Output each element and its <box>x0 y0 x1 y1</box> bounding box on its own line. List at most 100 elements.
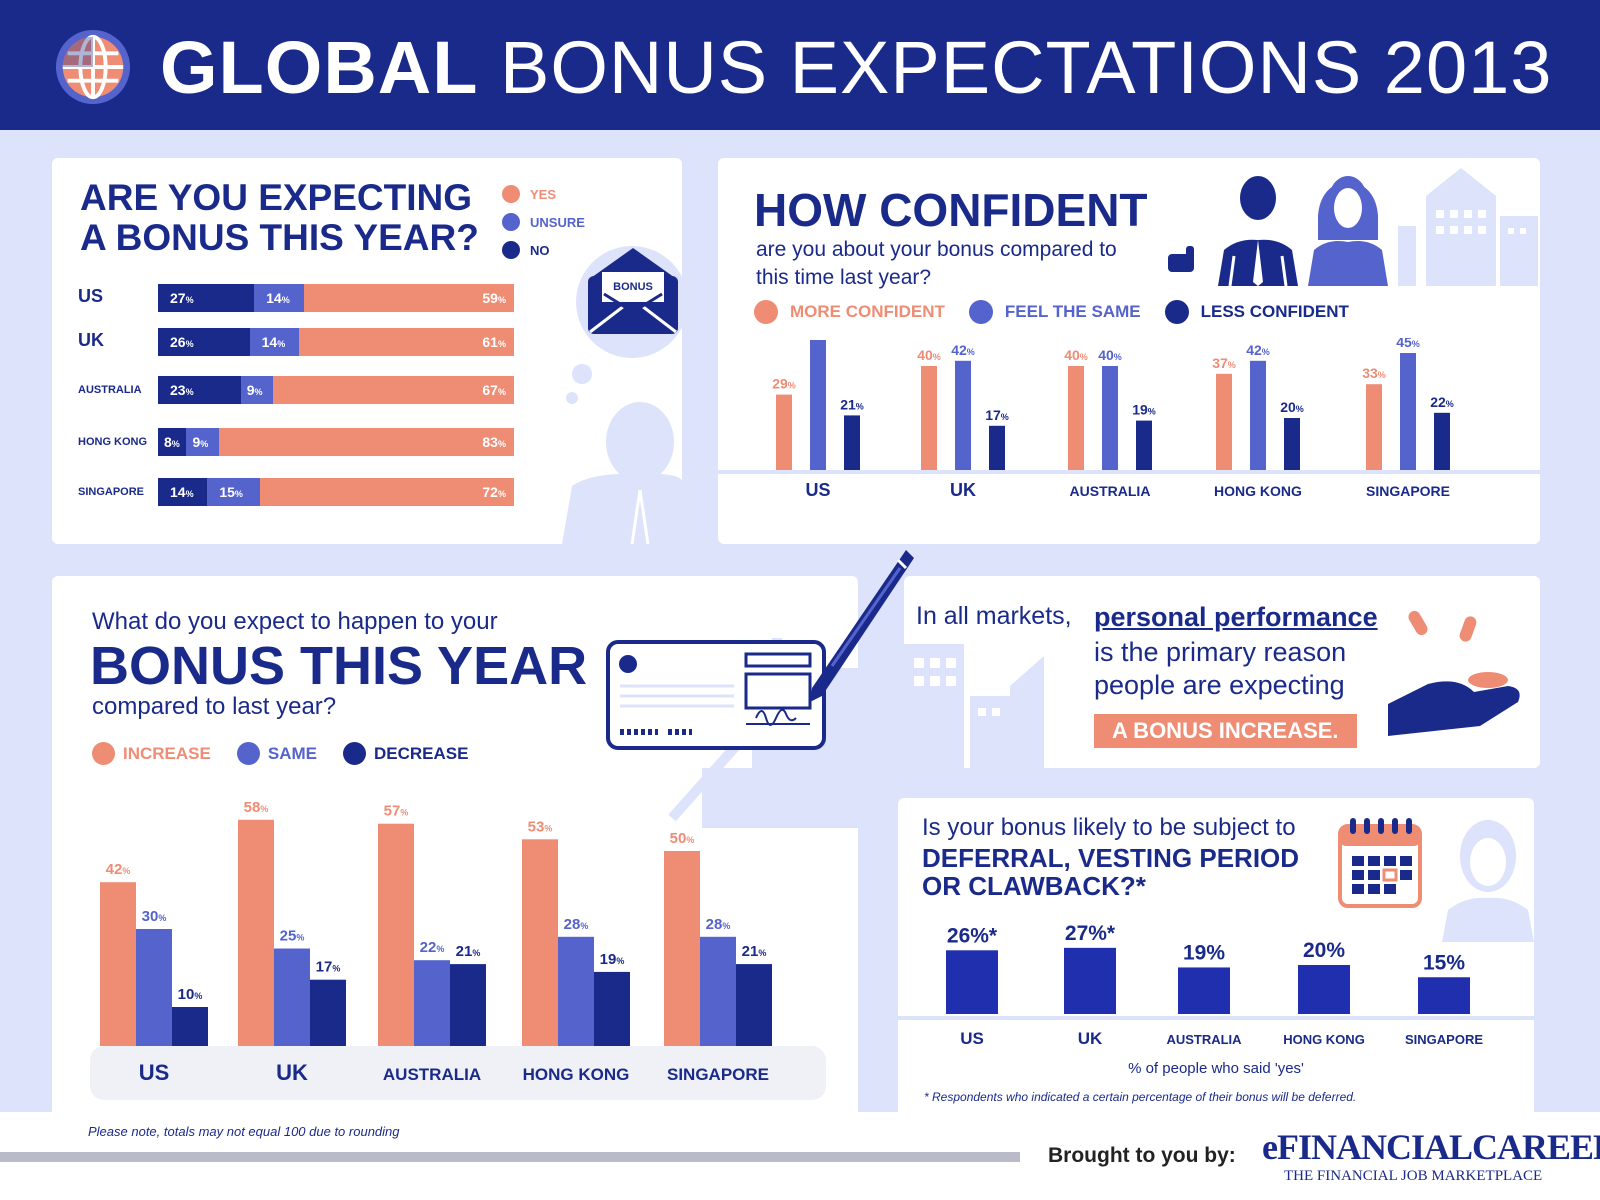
bar-hong-kong-more-confident <box>1216 373 1232 470</box>
data-label-australia-decrease: 21% <box>456 943 481 960</box>
data-label-uk-decrease: 17% <box>316 959 341 976</box>
data-label-singapore-increase: 50% <box>670 830 695 847</box>
data-label-uk-more-confident: 40% <box>917 347 941 363</box>
brand-logo[interactable]: eFINANCIALCAREERS <box>1262 1127 1600 1167</box>
personal-performance-link[interactable]: personal performance <box>1094 602 1378 632</box>
confidence-subtitle: are you about your bonus compared to thi… <box>756 238 1117 289</box>
legend-item-more-confident: MORE CONFIDENT <box>754 300 945 324</box>
data-label-uk: 27%* <box>1065 922 1116 945</box>
expecting-title-line2: A BONUS THIS YEAR? <box>80 217 479 258</box>
data-label-us-same: 30% <box>142 908 167 925</box>
data-label-uk-less-confident: 17% <box>985 407 1009 423</box>
bar-uk-increase <box>238 819 274 1046</box>
bar-row-singapore: SINGAPORE 14% 15% 72% <box>52 478 572 508</box>
calendar-icon <box>1338 818 1422 908</box>
bar-us <box>946 950 998 1014</box>
footer: Please note, totals may not equal 100 du… <box>0 1112 1600 1200</box>
data-label-australia-feel-the-same: 40% <box>1098 347 1122 363</box>
legend-item-increase: INCREASE <box>92 742 211 765</box>
bonus-change-question-line2: compared to last year? <box>92 693 337 720</box>
confidence-legend: MORE CONFIDENT FEEL THE SAME LESS CONFID… <box>754 300 1373 324</box>
legend-item-same: SAME <box>236 742 317 765</box>
woman-silhouette-illustration <box>1442 820 1534 942</box>
bar-hong-kong-increase <box>522 839 558 1046</box>
globe-icon <box>55 29 131 105</box>
confidence-title: HOW CONFIDENT <box>754 184 1148 236</box>
category-label: US <box>78 286 104 306</box>
bar-australia-decrease <box>450 964 486 1046</box>
legend-item-yes: YES <box>502 180 585 208</box>
bar-segment-yes: 67% <box>273 376 514 404</box>
bar-singapore-decrease <box>736 964 772 1046</box>
bar-segment-no: 14% <box>158 478 208 506</box>
stacked-bar: 14% 15% 72% <box>158 478 514 506</box>
data-label-australia-less-confident: 19% <box>1132 402 1156 418</box>
data-label-uk-feel-the-same: 42% <box>951 342 975 358</box>
envelope-icon <box>588 248 678 334</box>
data-label-us-more-confident: 29% <box>772 376 796 392</box>
x-tick-australia: AUSTRALIA <box>1166 1032 1242 1047</box>
x-tick-uk: UK <box>1078 1029 1103 1048</box>
title-bold: GLOBAL <box>160 26 479 109</box>
x-tick-hong-kong: HONG KONG <box>1283 1032 1365 1047</box>
bar-us-more-confident <box>776 394 792 470</box>
bar-hong-kong-same <box>558 936 594 1046</box>
data-label-hong-kong-increase: 53% <box>528 818 553 835</box>
bar-australia-same <box>414 960 450 1046</box>
data-label-us-increase: 42% <box>106 861 131 878</box>
bonus-change-title: BONUS THIS YEAR <box>90 636 588 696</box>
reason-panel: In all markets, personal performance is … <box>854 576 1540 768</box>
data-label-singapore-more-confident: 33% <box>1362 365 1386 381</box>
footer-divider <box>0 1152 1020 1162</box>
data-label-us-less-confident: 21% <box>840 396 864 412</box>
x-tick-singapore: SINGAPORE <box>1366 483 1450 499</box>
bar-hong-kong-feel-the-same <box>1250 360 1266 470</box>
data-label-us-decrease: 10% <box>178 986 203 1003</box>
bar-segment-no: 26% <box>158 328 250 356</box>
legend-item-feel-same: FEEL THE SAME <box>968 300 1141 324</box>
data-label-uk-increase: 58% <box>244 799 269 816</box>
legend-item-decrease: DECREASE <box>342 742 468 765</box>
bar-segment-unsure: 14% <box>254 284 304 312</box>
title-rest: BONUS EXPECTATIONS 2013 <box>499 26 1553 109</box>
bar-australia-increase <box>378 823 414 1046</box>
hand-coins-icon <box>1388 610 1520 736</box>
bar-segment-yes: 83% <box>218 428 514 456</box>
person-thinking-illustration: BONUS <box>562 246 682 544</box>
brand-tagline: THE FINANCIAL JOB MARKETPLACE <box>1284 1168 1543 1184</box>
bar-uk-more-confident <box>921 366 937 470</box>
stacked-bar: 26% 14% 61% <box>158 328 514 356</box>
bar-uk-same <box>274 948 310 1046</box>
deferral-panel: Is your bonus likely to be subject to DE… <box>898 798 1534 1116</box>
bar-singapore-feel-the-same <box>1400 353 1416 470</box>
bonus-change-panel: What do you expect to happen to your BON… <box>52 550 914 1116</box>
legend-item-less-confident: LESS CONFIDENT <box>1164 300 1349 324</box>
bar-australia-more-confident <box>1068 366 1084 470</box>
bar-segment-unsure: 9% <box>240 376 274 404</box>
x-tick-singapore: SINGAPORE <box>1405 1032 1483 1047</box>
x-tick-us: US <box>139 1060 170 1085</box>
bar-hong-kong-decrease <box>594 971 630 1046</box>
data-label-singapore-decrease: 21% <box>742 943 767 960</box>
bar-hong-kong <box>1298 965 1350 1014</box>
x-tick-us: US <box>805 480 830 500</box>
data-label-singapore: 15% <box>1423 951 1465 974</box>
bonus-change-axis-base <box>90 1046 826 1100</box>
brought-to-you-by: Brought to you by: <box>1048 1144 1236 1167</box>
data-label-singapore-feel-the-same: 45% <box>1396 338 1420 350</box>
data-label-hong-kong-feel-the-same: 42% <box>1246 342 1270 358</box>
x-tick-uk: UK <box>950 480 976 500</box>
data-label-hong-kong-decrease: 19% <box>600 951 625 968</box>
pen-icon <box>810 550 914 702</box>
bar-uk-decrease <box>310 979 346 1046</box>
x-tick-uk: UK <box>276 1060 308 1085</box>
x-tick-us: US <box>960 1029 984 1048</box>
data-label-hong-kong-less-confident: 20% <box>1280 399 1304 415</box>
deferral-question: Is your bonus likely to be subject to <box>922 814 1296 841</box>
data-label-hong-kong-more-confident: 37% <box>1212 355 1236 371</box>
stacked-bar: 23% 9% 67% <box>158 376 514 404</box>
category-label: UK <box>78 330 104 350</box>
bonus-increase-callout: A BONUS INCREASE. <box>1094 714 1357 748</box>
data-label-hong-kong-same: 28% <box>564 916 589 933</box>
